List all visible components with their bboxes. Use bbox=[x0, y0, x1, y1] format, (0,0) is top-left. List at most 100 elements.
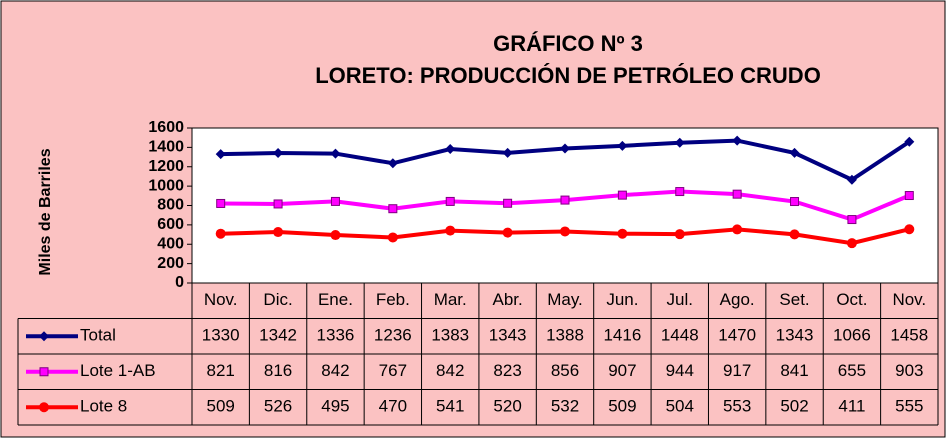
table-value: 944 bbox=[666, 361, 694, 380]
y-tick-label: 1200 bbox=[148, 158, 184, 175]
x-tick-label: Ene. bbox=[318, 290, 353, 309]
table-value: 1448 bbox=[661, 326, 699, 345]
y-tick-label: 600 bbox=[157, 216, 184, 233]
table-value: 504 bbox=[666, 397, 694, 416]
data-point bbox=[330, 148, 341, 159]
data-point bbox=[387, 232, 398, 243]
legend-label: Lote 8 bbox=[80, 397, 127, 416]
x-tick-label: Abr. bbox=[492, 290, 522, 309]
table-value: 1343 bbox=[489, 326, 527, 345]
table-value: 541 bbox=[436, 397, 464, 416]
table-value: 1458 bbox=[890, 326, 928, 345]
x-tick-label: Nov. bbox=[204, 290, 238, 309]
table-value: 470 bbox=[379, 397, 407, 416]
data-point bbox=[216, 198, 226, 208]
data-point bbox=[560, 143, 570, 154]
table-value: 1470 bbox=[718, 326, 756, 345]
data-point bbox=[388, 204, 398, 214]
legend-marker bbox=[39, 331, 49, 342]
x-tick-label: Mar. bbox=[434, 290, 467, 309]
x-tick-label: Jun. bbox=[606, 290, 638, 309]
data-point bbox=[904, 191, 914, 201]
data-point bbox=[330, 196, 340, 206]
data-point bbox=[617, 190, 627, 200]
data-point bbox=[675, 187, 685, 197]
table-value: 842 bbox=[436, 361, 464, 380]
table-value: 555 bbox=[895, 397, 923, 416]
data-point bbox=[445, 225, 456, 236]
table-value: 1236 bbox=[374, 326, 412, 345]
data-point bbox=[790, 197, 800, 207]
x-tick-label: Set. bbox=[779, 290, 809, 309]
y-tick-label: 1000 bbox=[148, 177, 184, 194]
table-value: 917 bbox=[723, 361, 751, 380]
table-value: 509 bbox=[608, 397, 636, 416]
data-point bbox=[273, 227, 284, 238]
data-point bbox=[387, 158, 398, 169]
table-value: 495 bbox=[321, 397, 349, 416]
x-tick-label: Ago. bbox=[720, 290, 755, 309]
table-value: 1066 bbox=[833, 326, 871, 345]
data-point bbox=[560, 226, 570, 237]
table-value: 502 bbox=[780, 397, 808, 416]
y-tick-label: 800 bbox=[157, 197, 184, 214]
data-point bbox=[503, 198, 513, 208]
table-value: 841 bbox=[780, 361, 808, 380]
data-point bbox=[617, 140, 628, 151]
table-value: 1416 bbox=[603, 326, 641, 345]
data-point bbox=[330, 230, 341, 241]
table-value: 1336 bbox=[317, 326, 355, 345]
y-axis-label: Miles de Barriles bbox=[37, 148, 54, 275]
table-value: 1388 bbox=[546, 326, 584, 345]
x-tick-label: Jul. bbox=[667, 290, 693, 309]
data-point bbox=[904, 224, 915, 235]
x-tick-label: May. bbox=[547, 290, 583, 309]
table-value: 821 bbox=[207, 361, 235, 380]
data-point bbox=[732, 135, 743, 146]
table-value: 655 bbox=[838, 361, 866, 380]
legend-marker bbox=[39, 402, 49, 413]
data-point bbox=[732, 189, 742, 199]
table-value: 520 bbox=[493, 397, 521, 416]
data-point bbox=[273, 199, 283, 209]
data-point bbox=[847, 215, 857, 225]
table-value: 907 bbox=[608, 361, 636, 380]
table-value: 411 bbox=[838, 397, 865, 416]
y-tick-label: 1600 bbox=[148, 119, 184, 136]
table-value: 1343 bbox=[776, 326, 814, 345]
table-value: 526 bbox=[264, 397, 292, 416]
table-value: 509 bbox=[207, 397, 235, 416]
data-point bbox=[732, 224, 743, 235]
data-point bbox=[445, 196, 455, 206]
data-point bbox=[215, 228, 226, 239]
table-value: 532 bbox=[551, 397, 579, 416]
chart-subtitle: LORETO: PRODUCCIÓN DE PETRÓLEO CRUDO bbox=[315, 63, 821, 88]
table-value: 842 bbox=[321, 361, 349, 380]
x-tick-label: Nov. bbox=[892, 290, 926, 309]
table-value: 553 bbox=[723, 397, 751, 416]
y-tick-label: 400 bbox=[157, 235, 184, 252]
data-point bbox=[215, 149, 226, 160]
data-point bbox=[502, 147, 513, 158]
data-point bbox=[846, 238, 857, 249]
data-point bbox=[674, 229, 685, 240]
y-tick-label: 1400 bbox=[148, 139, 184, 156]
data-point bbox=[273, 147, 284, 158]
table-value: 1342 bbox=[259, 326, 297, 345]
x-tick-label: Oct. bbox=[836, 290, 867, 309]
legend-marker bbox=[39, 367, 49, 377]
data-point bbox=[617, 228, 628, 239]
x-tick-label: Feb. bbox=[376, 290, 410, 309]
table-value: 1330 bbox=[202, 326, 240, 345]
chart-title: GRÁFICO Nº 3 bbox=[493, 31, 643, 56]
data-point bbox=[445, 144, 456, 155]
data-point bbox=[674, 137, 685, 148]
y-tick-label: 200 bbox=[157, 255, 184, 272]
data-point bbox=[789, 147, 800, 158]
data-point bbox=[789, 229, 800, 240]
table-value: 856 bbox=[551, 361, 579, 380]
legend-label: Total bbox=[80, 326, 116, 345]
x-tick-label: Dic. bbox=[263, 290, 292, 309]
legend-label: Lote 1-AB bbox=[80, 361, 156, 380]
